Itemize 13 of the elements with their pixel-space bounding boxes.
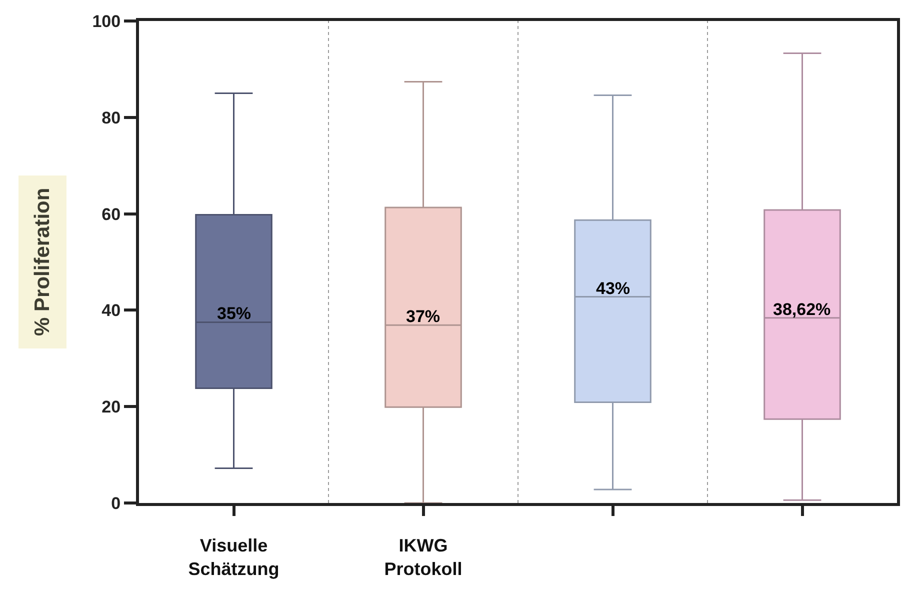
y-tick-label: 0 [111, 494, 121, 513]
annotation: 37% [406, 307, 440, 326]
y-tick-label: 40 [102, 301, 121, 320]
annotation: 43% [596, 279, 630, 298]
x-tick-label: IKWG Protokoll [384, 536, 462, 579]
y-axis-title: % Proliferation [30, 188, 54, 336]
y-tick-label: 80 [102, 108, 121, 128]
y-tick-label: 60 [102, 204, 121, 224]
y-tick-label: 100 [92, 12, 121, 31]
y-tick-label: 20 [102, 398, 121, 417]
annotation: 38,62% [773, 300, 831, 319]
annotation: 35% [217, 304, 252, 323]
x-tick-label: Visuelle Schätzung [188, 536, 280, 579]
